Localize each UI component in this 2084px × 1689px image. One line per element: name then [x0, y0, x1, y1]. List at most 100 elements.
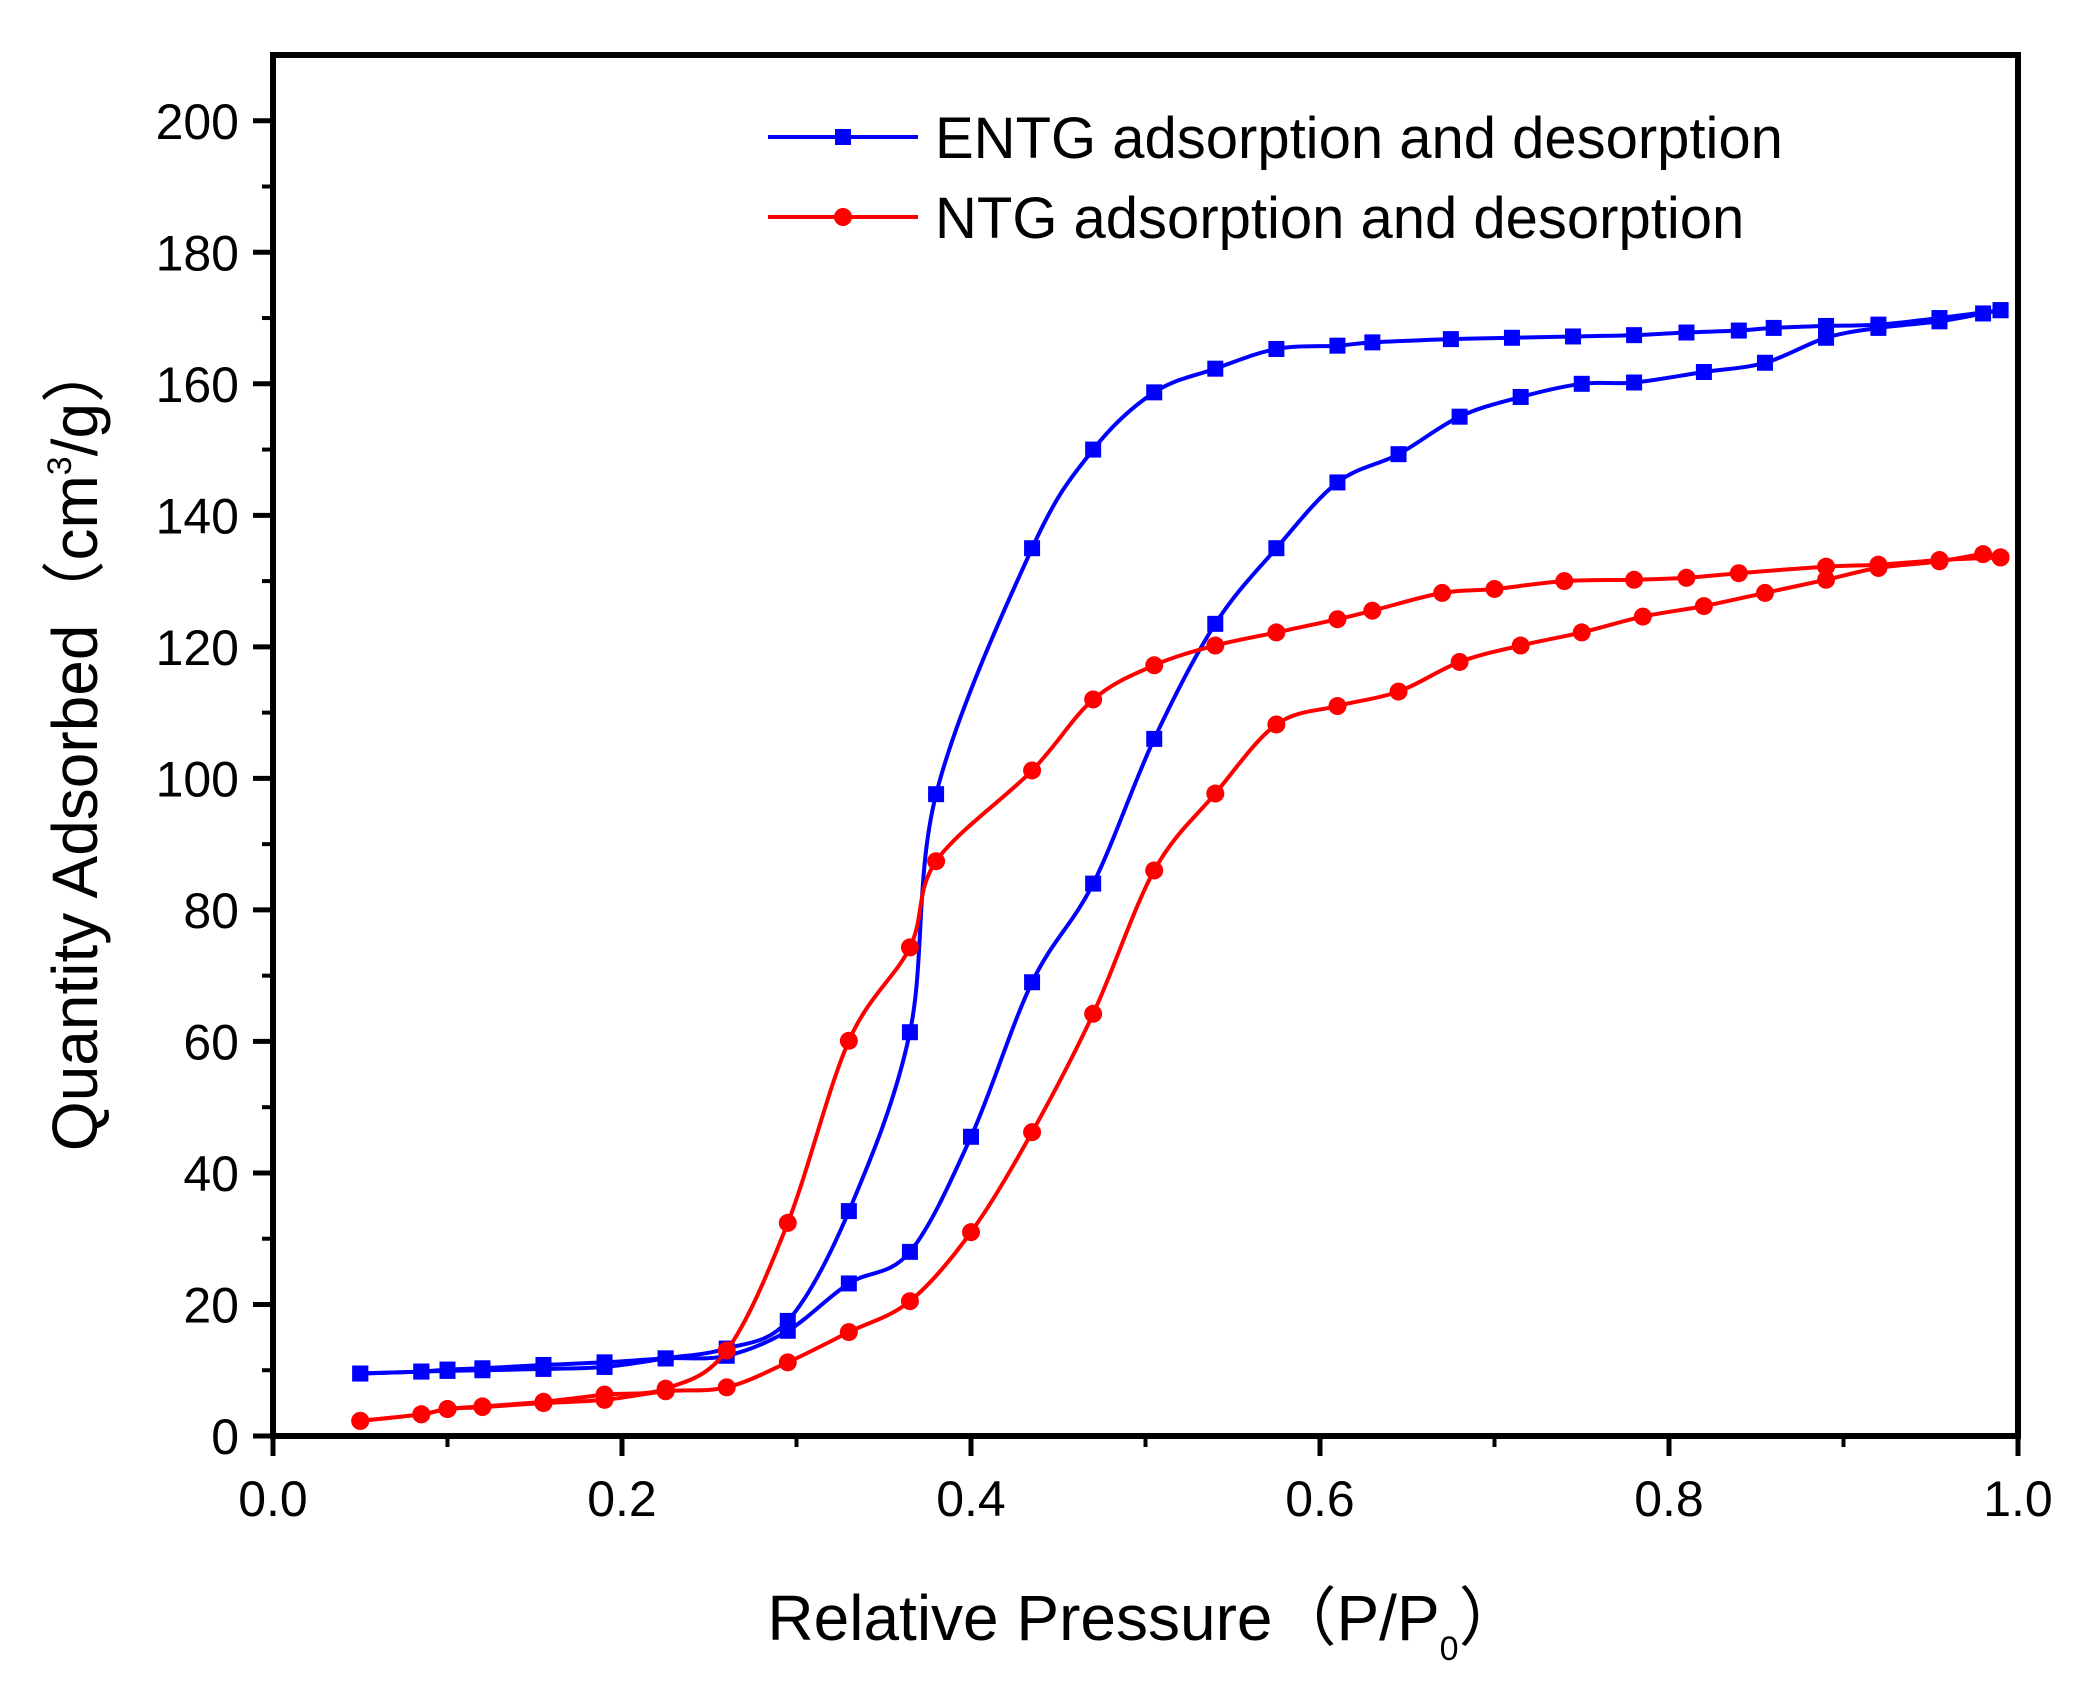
ntg-adsorption-point	[1817, 570, 1836, 589]
entg-desorption-point	[439, 1362, 456, 1379]
y-tick-label: 20	[183, 1277, 239, 1333]
series-layer	[351, 302, 2010, 1430]
x-tick-label: 1.0	[1983, 1471, 2053, 1527]
y-tick-label: 140	[156, 488, 239, 544]
ntg-desorption-point	[778, 1213, 797, 1232]
ntg-adsorption-point	[1694, 597, 1713, 616]
entg-adsorption-point	[1451, 408, 1468, 425]
entg-desorption-point	[1565, 328, 1582, 345]
entg-adsorption-point	[1024, 974, 1041, 991]
entg-desorption-point	[779, 1312, 796, 1329]
ntg-desorption-point	[1206, 636, 1225, 655]
ticks-layer: 0.0 0.2 0.4 0.6 0.8 1.0 0 20 40 60 80 100 120 140 160 1…	[156, 94, 2053, 1527]
ntg-adsorption-point	[1511, 636, 1530, 655]
ntg-adsorption-point	[1755, 583, 1774, 602]
entg-desorption-point	[1503, 329, 1520, 346]
ntg-desorption-point	[595, 1385, 614, 1404]
entg-desorption-point	[840, 1203, 857, 1220]
ntg-desorption-point	[839, 1031, 858, 1050]
ntg-adsorption-point	[1206, 784, 1225, 803]
ntg-desorption-point	[1991, 548, 2010, 567]
ntg-adsorption-point	[1084, 1004, 1103, 1023]
entg-desorption-point	[1626, 327, 1643, 344]
ntg-adsorption-point	[778, 1353, 797, 1372]
entg-adsorption-point	[963, 1128, 979, 1145]
ntg-desorption-point	[1485, 579, 1504, 598]
legend-label-ntg: NTG adsorption and desorption	[935, 186, 1744, 251]
legend: ENTG adsorption and desorption NTG adsorp…	[768, 106, 1783, 251]
entg-desorption-point	[474, 1362, 491, 1379]
y-tick-label: 180	[156, 225, 239, 281]
y-tick-label: 100	[156, 751, 239, 807]
entg-desorption-point	[901, 1024, 918, 1041]
ntg-adsorption-point	[839, 1323, 858, 1342]
entg-adsorption-point	[1626, 374, 1643, 391]
entg-desorption-point	[1024, 540, 1041, 557]
entg-desorption-point	[1931, 310, 1948, 327]
entg-adsorption-point	[1390, 446, 1407, 463]
ntg-adsorption-point	[1572, 623, 1591, 642]
ntg-desorption-point	[1625, 570, 1644, 589]
entg-adsorption-point	[840, 1275, 857, 1292]
entg-desorption-point	[1765, 319, 1782, 336]
entg-desorption-point	[596, 1358, 613, 1375]
entg-adsorption-point	[1085, 875, 1102, 892]
y-tick-label: 60	[183, 1014, 239, 1070]
x-tick-label: 0.2	[587, 1471, 657, 1527]
y-tick-label: 200	[156, 94, 239, 150]
entg-desorption-point	[1085, 441, 1102, 458]
entg-adsorption-point	[1573, 375, 1590, 392]
entg-desorption-point	[352, 1365, 369, 1382]
entg-desorption-point	[535, 1360, 552, 1377]
entg-desorption-point	[1992, 302, 2009, 319]
y-tick-label: 160	[156, 357, 239, 413]
entg-desorption-point	[1730, 322, 1747, 339]
x-tick-label: 0.8	[1634, 1471, 1704, 1527]
ntg-desorption-point	[1817, 557, 1836, 576]
x-tick-label: 0.4	[936, 1471, 1006, 1527]
entg-adsorption-point	[1756, 354, 1773, 371]
entg-adsorption-point	[1268, 540, 1285, 557]
entg-desorption-point	[1364, 334, 1381, 351]
ntg-adsorption-point	[1267, 715, 1286, 734]
entg-adsorption-point	[1695, 363, 1712, 380]
x-tick-label: 0.6	[1285, 1471, 1355, 1527]
ntg-desorption-point	[1555, 572, 1574, 591]
ntg-desorption-point	[1267, 623, 1286, 642]
entg-adsorption-point	[1329, 474, 1346, 491]
ntg-desorption-point	[927, 852, 946, 871]
ntg-desorption-point	[656, 1379, 675, 1398]
legend-marker-ntg	[834, 208, 852, 226]
entg-desorption-point	[1818, 317, 1835, 334]
entg-desorption-point	[1442, 331, 1459, 348]
ntg-desorption-point	[473, 1397, 492, 1416]
ntg-desorption-point	[1363, 601, 1382, 620]
ntg-desorption-point	[900, 938, 919, 957]
y-tick-label: 120	[156, 620, 239, 676]
entg-desorption-point	[928, 786, 945, 803]
y-tick-label: 40	[183, 1146, 239, 1202]
y-tick-label: 80	[183, 883, 239, 939]
x-tick-label: 0.0	[238, 1471, 308, 1527]
legend-label-entg: ENTG adsorption and desorption	[935, 106, 1783, 171]
ntg-desorption-point	[412, 1405, 431, 1424]
entg-desorption-point	[1870, 316, 1887, 333]
entg-desorption-point	[1329, 337, 1346, 354]
ntg-adsorption-point	[1389, 682, 1408, 701]
entg-desorption-point	[1268, 340, 1285, 357]
ntg-desorption-point	[1869, 555, 1888, 574]
entg-adsorption-point	[1207, 615, 1224, 632]
y-tick-label: 0	[211, 1409, 239, 1465]
ntg-adsorption-point	[1023, 1123, 1042, 1142]
entg-desorption-point	[413, 1363, 430, 1380]
ntg-adsorption-point	[717, 1378, 736, 1397]
ntg-desorption-point	[1930, 551, 1949, 570]
ntg-desorption-point	[1145, 656, 1164, 675]
ntg-desorption-point	[1084, 690, 1103, 709]
ntg-desorption-point	[1328, 610, 1347, 629]
entg-desorption-point	[1207, 360, 1224, 377]
ntg-desorption-point	[1677, 568, 1696, 587]
y-axis-title: Quantity Adsorbed（cm3/g）	[39, 339, 111, 1151]
